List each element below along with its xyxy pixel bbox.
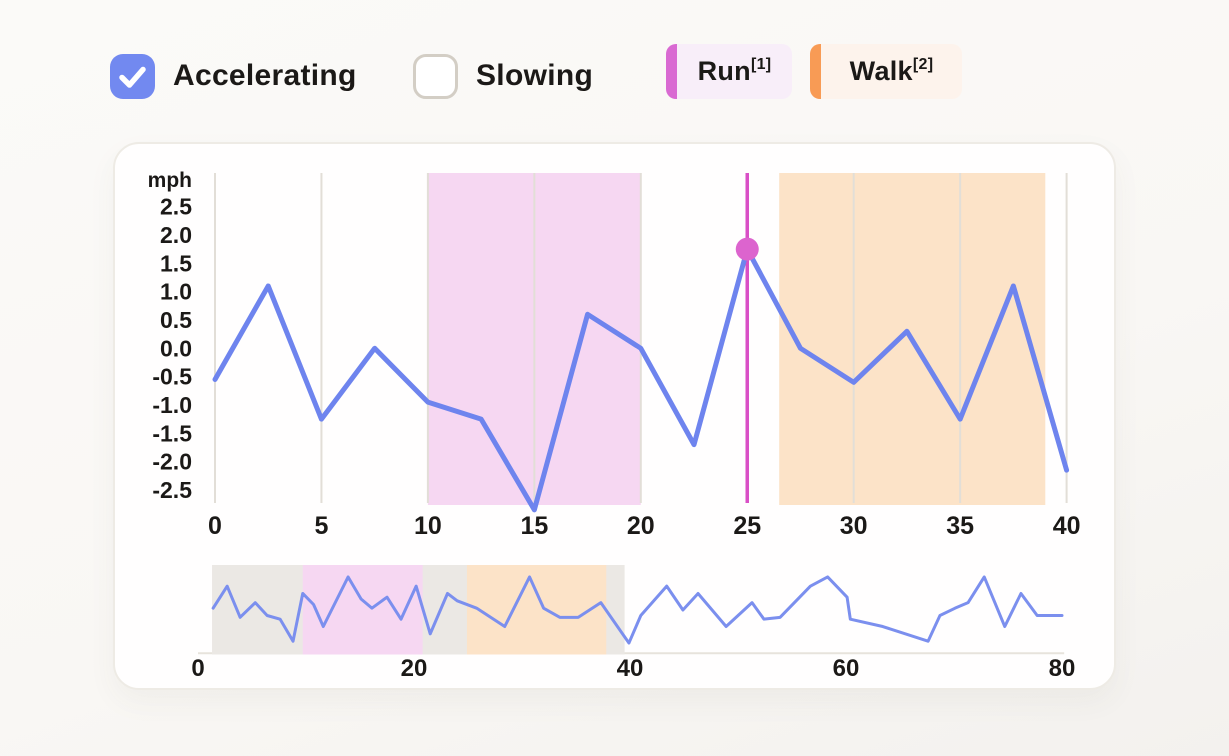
y-tick-label: -2.5 bbox=[152, 477, 192, 503]
accelerating-checkbox[interactable] bbox=[110, 53, 155, 99]
x-tick-label: 0 bbox=[208, 512, 222, 540]
y-tick-label: 1.0 bbox=[160, 279, 192, 305]
mini-x-tick-label: 80 bbox=[1049, 655, 1076, 682]
y-tick-label: -0.5 bbox=[152, 364, 192, 390]
y-tick-label: -1.0 bbox=[152, 392, 192, 418]
accelerating-label: Accelerating bbox=[173, 59, 357, 92]
y-tick-label: 0.5 bbox=[160, 307, 192, 333]
x-tick-label: 30 bbox=[840, 512, 868, 540]
mini-run-region bbox=[302, 565, 423, 655]
mini-walk-region bbox=[466, 565, 607, 655]
y-tick-label: 2.0 bbox=[160, 222, 192, 248]
mini-x-tick-label: 0 bbox=[191, 655, 204, 682]
x-tick-label: 40 bbox=[1053, 512, 1081, 540]
run-chip-text: Run [1] bbox=[697, 55, 772, 86]
x-tick-label: 15 bbox=[520, 512, 548, 540]
y-tick-label: 1.5 bbox=[160, 250, 192, 276]
walk-color-bar bbox=[810, 44, 821, 99]
legend-run-chip[interactable]: Run [1] bbox=[666, 44, 792, 99]
speed-line bbox=[212, 246, 1070, 513]
walk-chip-text: Walk [2] bbox=[849, 55, 934, 86]
y-tick-label: -1.5 bbox=[152, 420, 192, 446]
run-color-bar bbox=[666, 44, 677, 99]
mini-x-tick-label: 40 bbox=[617, 655, 644, 682]
x-tick-label: 10 bbox=[414, 512, 442, 540]
y-tick-label: 2.5 bbox=[160, 194, 192, 220]
slowing-label: Slowing bbox=[476, 59, 594, 92]
mini-x-tick-label: 60 bbox=[833, 655, 860, 682]
slowing-checkbox[interactable] bbox=[413, 53, 458, 99]
legend-walk-chip[interactable]: Walk [2] bbox=[810, 44, 962, 99]
checkbox-accelerating[interactable]: Accelerating bbox=[110, 53, 357, 99]
x-tick-label: 20 bbox=[627, 512, 655, 540]
mini-x-tick-label: 20 bbox=[401, 655, 428, 682]
y-tick-label: -2.0 bbox=[152, 449, 192, 475]
x-tick-label: 5 bbox=[314, 512, 328, 540]
y-axis-unit-label: mph bbox=[148, 169, 192, 192]
checkbox-slowing[interactable]: Slowing bbox=[413, 53, 593, 99]
y-tick-label: 0.0 bbox=[160, 335, 192, 361]
checkmark-icon bbox=[119, 66, 146, 88]
mini-speed-line bbox=[211, 575, 1064, 645]
x-tick-label: 35 bbox=[946, 512, 974, 540]
marker-dot[interactable] bbox=[735, 237, 759, 261]
chart-card: mph 2.5 2.0 1.5 1.0 0.5 0.0 -0.5 -1.0 -1.5 -2.0 -2.… bbox=[113, 142, 1116, 690]
x-tick-label: 25 bbox=[733, 512, 761, 540]
